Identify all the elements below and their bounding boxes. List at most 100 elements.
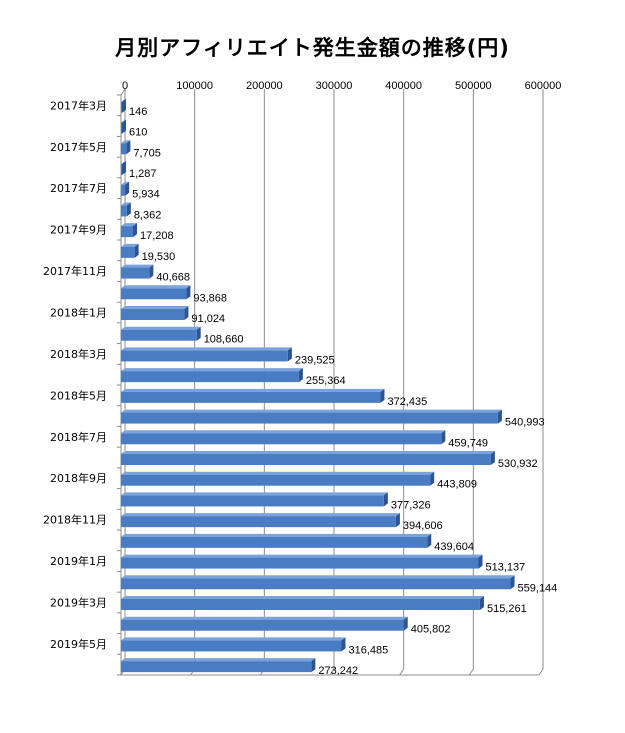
category-label: 2017年3月 [50,98,107,112]
bar [121,513,400,528]
data-label: 19,530 [142,251,176,263]
data-label: 40,668 [156,272,190,284]
bar-top [121,243,139,247]
data-label: 540,993 [505,417,545,429]
category-label: 2017年9月 [50,223,107,237]
data-label: 559,144 [518,582,558,594]
bar-top [121,554,483,558]
bar-front [121,661,312,673]
category-label: 2018年3月 [50,347,107,361]
bar-top [121,533,432,537]
bar-top [121,658,316,662]
bar-side [184,306,189,320]
gridline-floor [538,668,544,676]
category-label: 2017年11月 [43,264,107,278]
data-label: 108,660 [204,334,244,346]
data-label: 513,137 [485,562,525,574]
bar [121,575,515,590]
bar-side [126,140,131,155]
bar [121,658,316,673]
bar-top [121,326,201,330]
category-label: 2018年9月 [50,471,107,485]
bar [121,451,495,465]
x-tick-label: 500000 [455,80,492,92]
x-tick-label: 600000 [525,80,562,92]
bar [121,596,484,610]
bar-front [121,495,384,507]
bar-side [441,430,446,445]
data-label: 273,242 [318,665,358,677]
data-label: 610 [129,127,147,139]
data-label: 394,606 [403,520,443,532]
bar-front [121,329,197,341]
bar-side [510,575,515,590]
category-label: 2018年5月 [50,388,107,402]
x-tick-label: 400000 [385,80,422,92]
gridline-floor [399,668,405,676]
gridline-floor [468,668,474,676]
bar [121,388,385,403]
bar-top [121,119,126,123]
bar-side [122,119,126,134]
data-label: 17,208 [140,230,174,242]
bar [121,368,303,383]
data-label: 439,604 [434,541,474,553]
bar-top [121,223,137,227]
bar-side [122,161,126,175]
bar [121,119,126,134]
category-label: 2017年7月 [50,181,107,195]
bar-side [298,368,303,383]
bar-front [121,599,480,610]
bar-side [341,637,346,652]
bar [121,223,137,238]
x-tick-label: 300000 [316,80,353,92]
data-label: 255,364 [306,375,346,387]
bar-top [121,616,408,620]
bar-side [149,264,154,279]
bar-top [121,471,435,475]
bar-side [430,471,435,486]
bar-front [121,288,187,300]
bar-side [196,326,201,341]
bar-side [132,223,137,238]
data-label: 1,287 [129,168,157,180]
bar-top [121,161,126,164]
data-label: 146 [129,106,147,118]
bar-front [121,371,299,383]
data-label: 515,261 [487,603,527,615]
category-label: 2019年3月 [50,596,107,610]
bar-top [121,451,495,454]
bar [121,347,292,362]
data-label: 5,934 [132,189,160,201]
category-label: 2018年1月 [50,306,107,320]
bar-side [383,492,388,507]
category-label: 2017年5月 [50,140,107,154]
bar-top [121,492,388,496]
data-label: 239,525 [295,354,335,366]
x-tick-label: 200000 [246,80,283,92]
bar-front [121,101,122,113]
gridline-floor [329,668,335,676]
data-label: 7,705 [133,147,161,159]
bar-top [121,98,126,102]
bar-side [497,409,502,424]
data-label: 316,485 [348,644,388,656]
bar-side [122,98,126,113]
data-label: 405,802 [411,624,451,636]
bar-top [121,264,154,268]
bar-top [121,140,131,144]
bar-top [121,596,484,599]
bar-side [287,347,292,362]
bar-top [121,637,346,641]
data-label: 530,932 [498,458,538,470]
bar-side [490,451,495,465]
bar-front [121,557,479,569]
bar-top [121,202,131,206]
bar [121,533,432,548]
bar-side [186,285,191,300]
bar [121,637,346,652]
chart-title: 月別アフィリエイト発生金額の推移(円) [115,36,510,60]
bar-side [403,616,408,631]
bar-front [121,536,428,548]
